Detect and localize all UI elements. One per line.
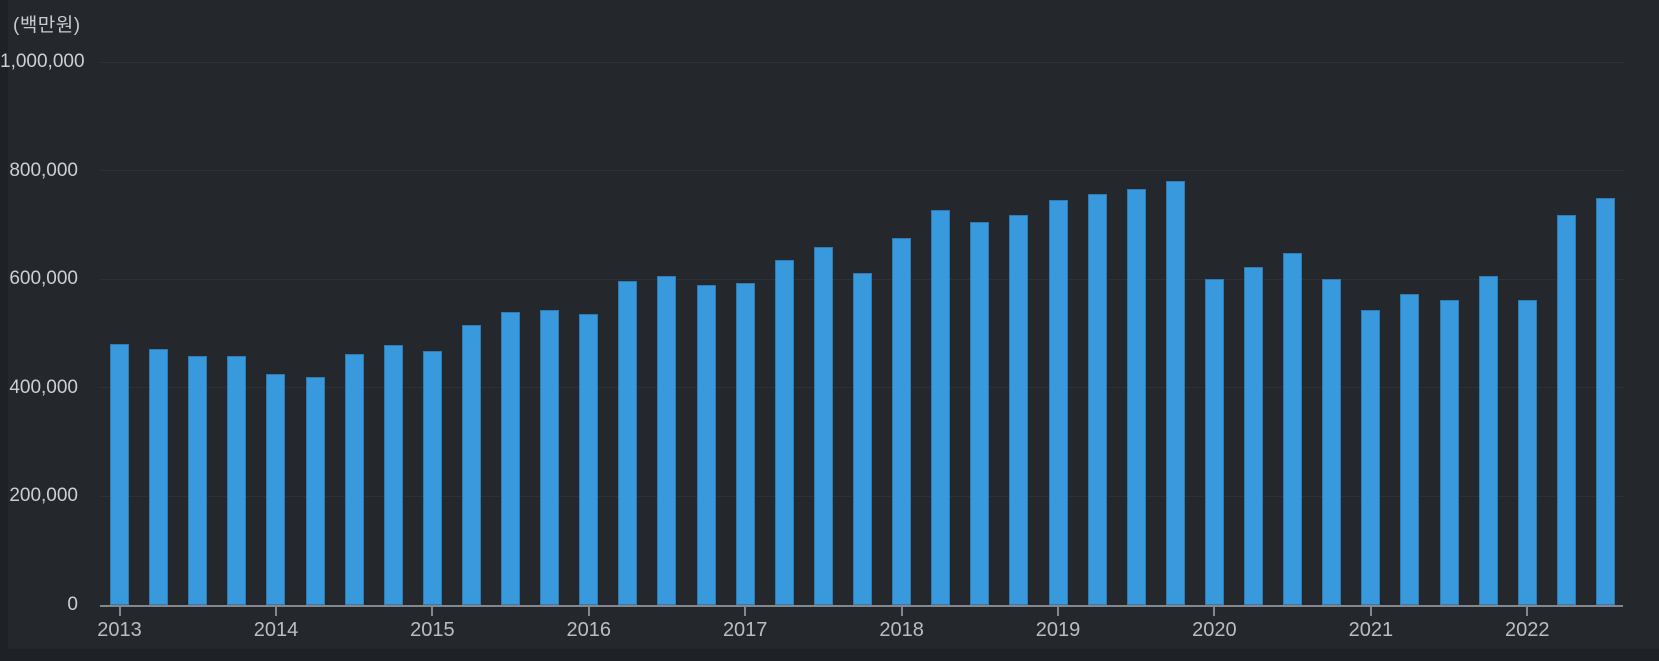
bar-2022-q3[interactable] — [1595, 197, 1615, 605]
x-axis-label-2015: 2015 — [410, 619, 455, 641]
y-axis-label-600000: 600,000 — [9, 268, 78, 290]
bar-2014-q3[interactable] — [344, 354, 364, 605]
bar-2018-q4[interactable] — [1009, 214, 1029, 605]
x-tick-2017 — [744, 607, 747, 616]
x-tick-2013 — [118, 607, 121, 616]
x-axis-label-2017: 2017 — [722, 619, 768, 641]
y-axis-unit-label: (백만원) — [13, 15, 81, 36]
bar-2021-q4[interactable] — [1478, 275, 1498, 605]
bar-2014-q2[interactable] — [305, 377, 325, 605]
bar-2016-q1[interactable] — [579, 314, 599, 605]
bar-2016-q3[interactable] — [657, 276, 677, 605]
bar-2014-q1[interactable] — [266, 373, 286, 605]
bottom-edge-strip — [0, 649, 1659, 661]
bar-2018-q3[interactable] — [970, 222, 990, 605]
bar-2017-q4[interactable] — [853, 273, 872, 605]
bar-2021-q2[interactable] — [1400, 293, 1420, 605]
x-tick-2014 — [274, 607, 277, 616]
y-axis-label-0: 0 — [67, 594, 78, 615]
x-axis-label-2021: 2021 — [1348, 619, 1394, 641]
bar-2013-q3[interactable] — [188, 356, 208, 605]
bar-2015-q2[interactable] — [461, 324, 481, 605]
bar-2019-q2[interactable] — [1087, 193, 1107, 605]
bar-2017-q1[interactable] — [735, 283, 755, 605]
bar-2021-q1[interactable] — [1361, 309, 1381, 605]
bar-2017-q2[interactable] — [774, 260, 794, 605]
bar-2015-q4[interactable] — [540, 309, 560, 605]
bar-2020-q2[interactable] — [1244, 266, 1264, 605]
bar-2020-q3[interactable] — [1283, 253, 1303, 605]
bar-2019-q4[interactable] — [1165, 181, 1185, 605]
bar-2014-q4[interactable] — [383, 345, 403, 605]
y-axis-label-200000: 200,000 — [9, 485, 78, 507]
x-tick-2016 — [587, 607, 590, 616]
x-axis-label-2019: 2019 — [1035, 619, 1081, 641]
bar-2022-q1[interactable] — [1517, 300, 1537, 605]
left-edge-strip — [0, 0, 8, 661]
bar-2013-q2[interactable] — [149, 348, 169, 605]
y-axis-label-1000000: 1,000,000 — [0, 51, 85, 72]
bar-2022-q2[interactable] — [1556, 214, 1576, 605]
x-tick-2015 — [431, 607, 434, 616]
bar-2019-q1[interactable] — [1048, 199, 1068, 605]
x-axis-label-2018: 2018 — [879, 619, 924, 641]
y-axis-label-400000: 400,000 — [9, 376, 78, 398]
bar-2015-q1[interactable] — [422, 351, 442, 605]
bar-2016-q4[interactable] — [696, 285, 716, 605]
bar-2016-q2[interactable] — [618, 281, 638, 605]
x-tick-2022 — [1526, 607, 1529, 616]
bar-2019-q3[interactable] — [1126, 188, 1146, 605]
bar-2020-q1[interactable] — [1204, 278, 1224, 605]
x-tick-2019 — [1057, 607, 1059, 616]
x-axis-label-2022: 2022 — [1504, 619, 1550, 641]
bar-2015-q3[interactable] — [501, 312, 521, 605]
y-axis-label-800000: 800,000 — [9, 159, 78, 181]
x-axis-label-2013: 2013 — [97, 619, 142, 641]
x-axis-label-2016: 2016 — [566, 619, 612, 641]
bar-2020-q4[interactable] — [1322, 278, 1342, 605]
gridline-800000 — [100, 170, 1625, 172]
x-axis-line — [100, 605, 1623, 607]
x-tick-2020 — [1213, 607, 1216, 616]
bar-2018-q2[interactable] — [931, 210, 951, 605]
gridline-1000000 — [100, 61, 1625, 63]
bar-2017-q3[interactable] — [813, 246, 833, 605]
x-tick-2021 — [1369, 607, 1372, 616]
bar-2021-q3[interactable] — [1439, 300, 1459, 605]
bar-2018-q1[interactable] — [892, 238, 912, 605]
x-axis-label-2014: 2014 — [253, 619, 299, 641]
bar-2013-q4[interactable] — [227, 356, 247, 605]
x-axis-label-2020: 2020 — [1192, 619, 1237, 641]
bar-2013-q1[interactable] — [110, 344, 130, 605]
x-tick-2018 — [900, 607, 903, 616]
